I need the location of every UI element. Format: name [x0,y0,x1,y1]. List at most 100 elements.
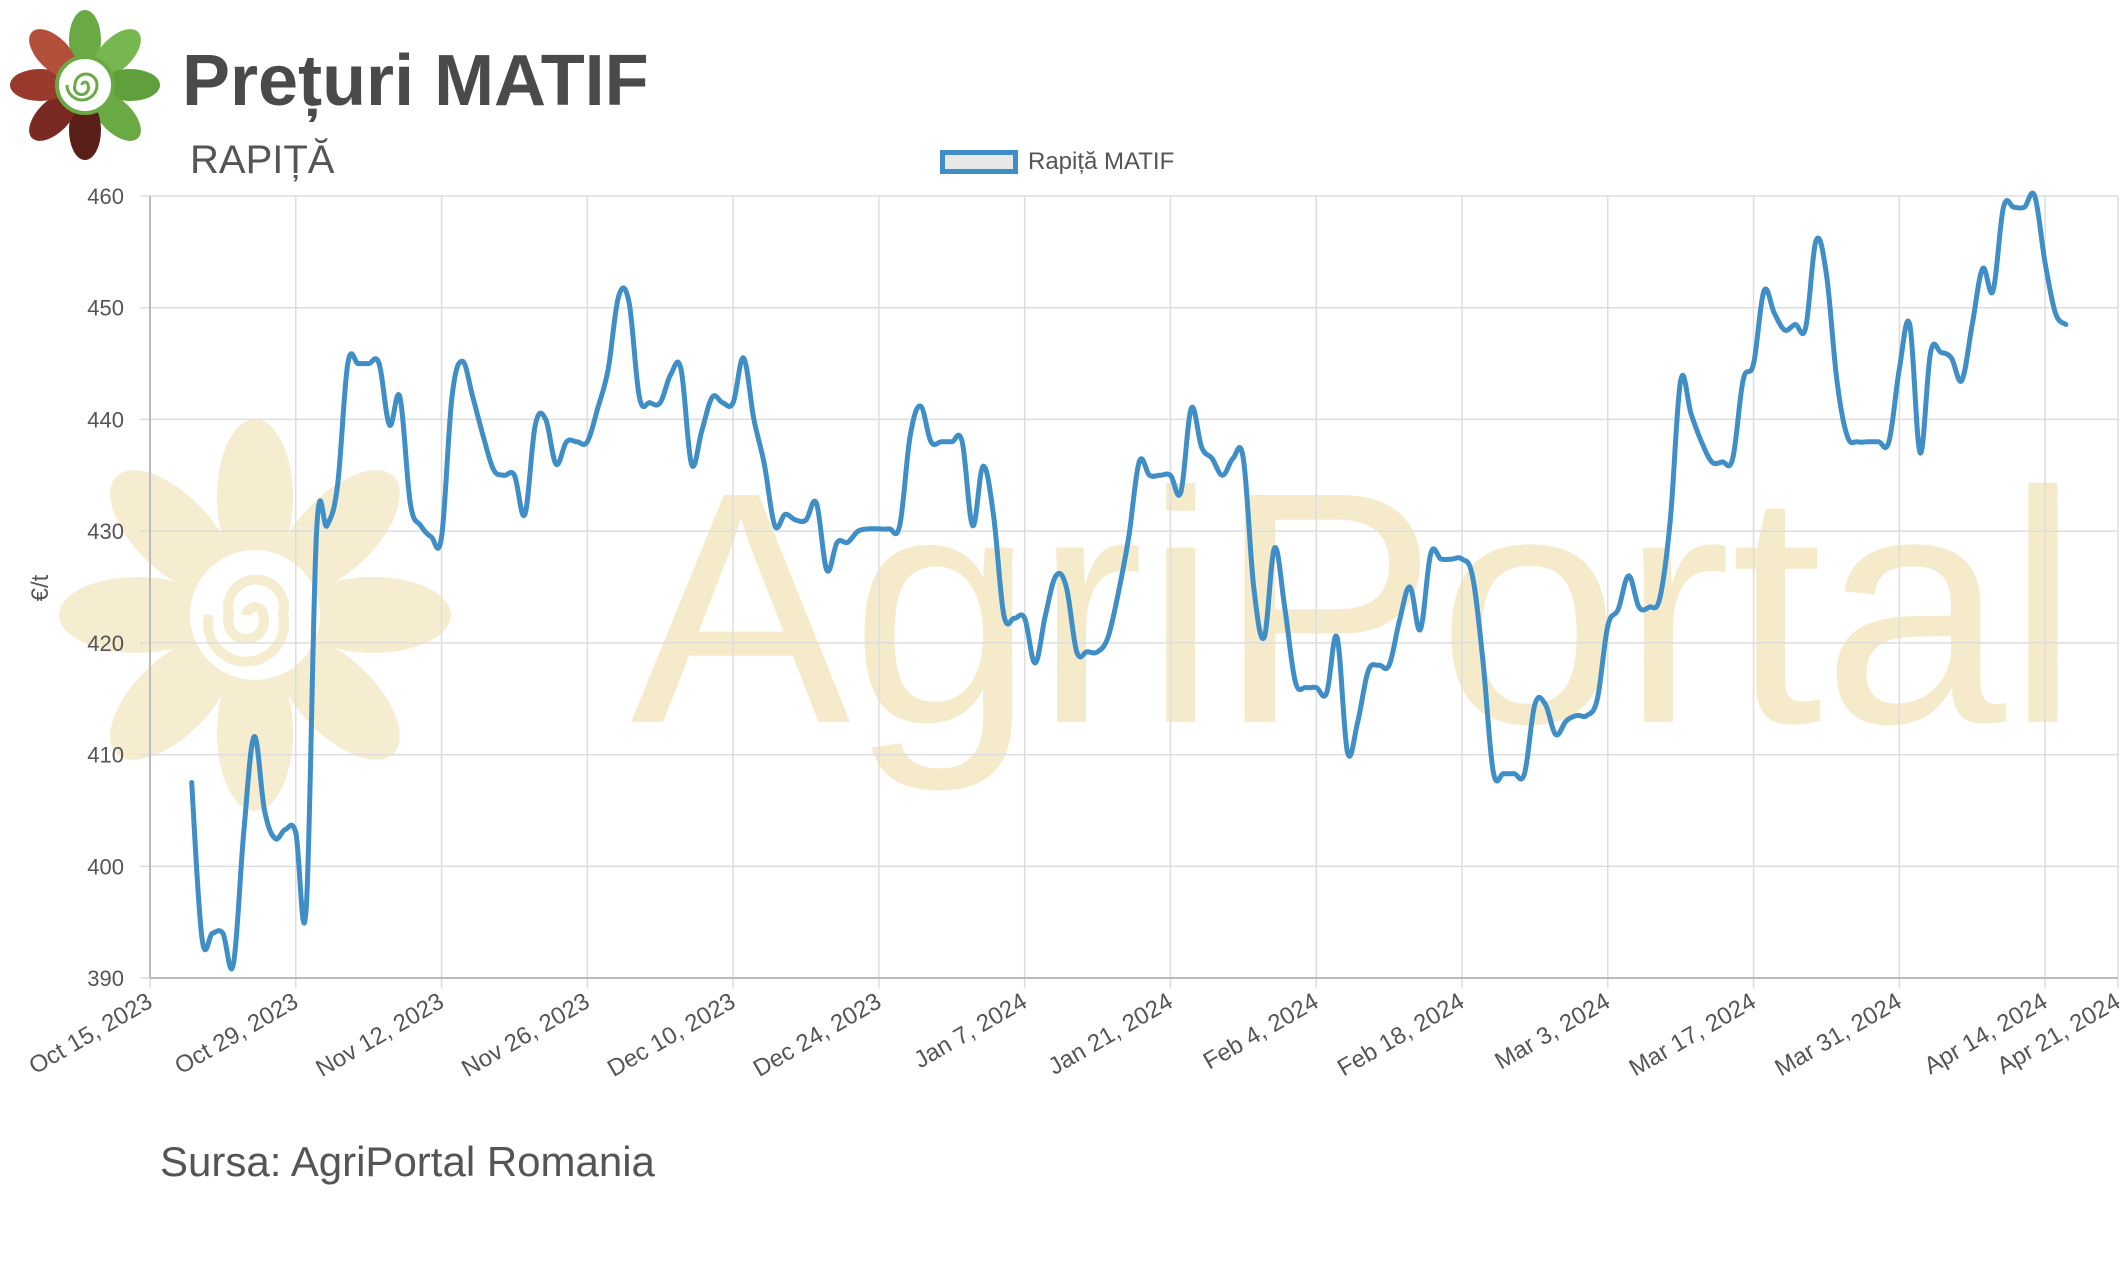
data-point [1490,768,1496,774]
data-point [293,830,299,836]
data-point [1917,450,1923,456]
data-point [595,405,601,411]
y-tick-label: 390 [87,966,124,991]
data-point [834,539,840,545]
data-point [1907,322,1913,328]
data-point [2053,310,2059,316]
data-point [251,734,257,740]
data-point [1542,701,1548,707]
data-point [1438,556,1444,562]
data-point [2021,204,2027,210]
data-point [626,299,632,305]
data-point [1053,573,1059,579]
data-point [1251,584,1257,590]
data-point [1771,310,1777,316]
data-point [1511,771,1517,777]
data-point [199,936,205,942]
data-point [1084,649,1090,655]
data-point [1740,377,1746,383]
data-point [262,807,268,813]
x-tick-label: Feb 18, 2024 [1333,988,1469,1082]
data-point [1105,634,1111,640]
data-point [730,400,736,406]
data-point [1459,556,1465,562]
data-point [324,523,330,529]
data-point [1844,433,1850,439]
data-point [1115,590,1121,596]
data-point [1209,456,1215,462]
data-point [1730,456,1736,462]
data-point [1855,439,1861,445]
data-point [230,962,236,968]
legend-label: Rapiță MATIF [1028,148,1175,175]
data-point [1969,322,1975,328]
data-point [355,361,361,367]
data-point [1001,612,1007,618]
data-point [439,534,445,540]
data-point [397,394,403,400]
data-point [824,567,830,573]
data-point [761,461,767,467]
data-point [574,439,580,445]
data-point [1469,573,1475,579]
data-point [1376,662,1382,668]
data-point [584,439,590,445]
data-point [886,526,892,532]
data-point [1043,612,1049,618]
x-tick-label: Feb 4, 2024 [1199,988,1323,1075]
y-tick-label: 460 [87,184,124,209]
data-point [1386,662,1392,668]
data-point [2042,260,2048,266]
data-point [1574,713,1580,719]
data-point [189,780,195,786]
legend[interactable]: Rapiță MATIF [940,148,1174,176]
data-point [1688,411,1694,417]
data-point [720,400,726,406]
data-point [803,517,809,523]
data-point [907,433,913,439]
data-point [1011,615,1017,621]
data-point [449,394,455,400]
data-point [376,361,382,367]
x-tick-label: Jan 21, 2024 [1044,988,1178,1081]
y-tick-label: 410 [87,743,124,768]
data-point [1282,606,1288,612]
data-point [1188,405,1194,411]
x-tick-label: Dec 24, 2023 [749,988,886,1083]
data-point [1761,288,1767,294]
data-point [1532,701,1538,707]
data-point [1563,718,1569,724]
x-tick-label: Mar 17, 2024 [1625,988,1761,1082]
data-point [1365,668,1371,674]
data-point [678,366,684,372]
data-point [959,439,965,445]
data-point [1615,606,1621,612]
x-tick-label: Dec 10, 2023 [603,988,740,1083]
data-point [1876,439,1882,445]
data-point [741,355,747,361]
data-point [1136,459,1142,465]
data-point [1480,657,1486,663]
data-point [1334,634,1340,640]
data-point [1230,456,1236,462]
data-point [647,400,653,406]
data-point [1074,649,1080,655]
y-tick-label: 450 [87,296,124,321]
data-point [241,830,247,836]
data-point [1126,534,1132,540]
data-point [605,366,611,372]
data-point [855,528,861,534]
data-point [1896,366,1902,372]
data-point [1157,472,1163,478]
data-point [1397,618,1403,624]
data-point [1959,377,1965,383]
x-axis-ticks: Oct 15, 2023 Oct 29, 2023 Nov 12, 2023 Nov … [24,988,2125,1083]
data-point [772,523,778,529]
y-tick-label: 440 [87,407,124,432]
data-point [1345,749,1351,755]
data-point [1928,349,1934,355]
data-point [543,416,549,422]
data-point [1667,517,1673,523]
data-point [345,361,351,367]
